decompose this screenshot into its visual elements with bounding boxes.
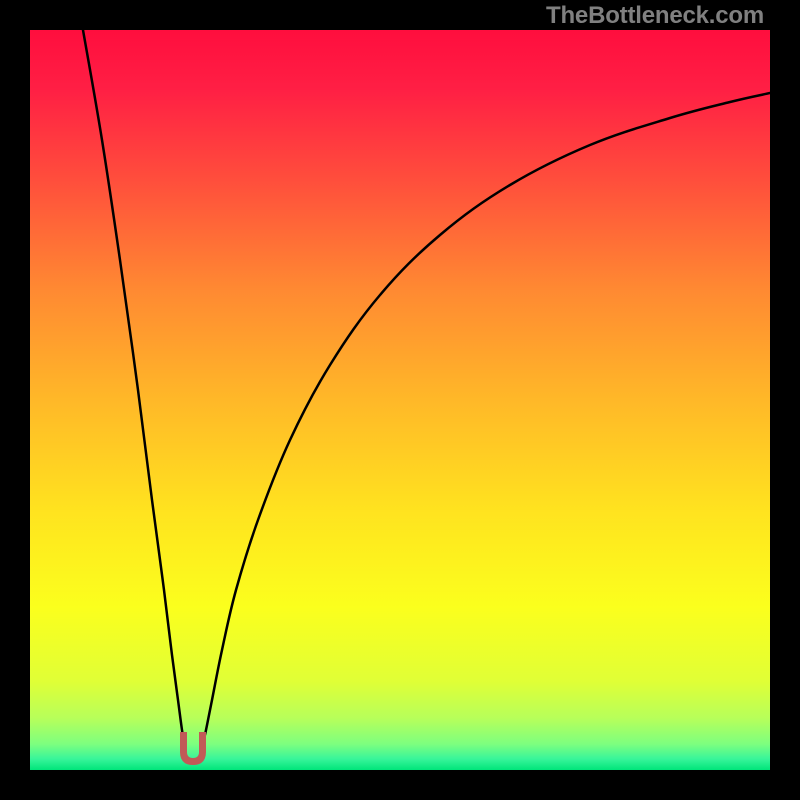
watermark-text: TheBottleneck.com <box>546 2 764 30</box>
outer-frame <box>0 0 800 800</box>
figure-canvas: TheBottleneck.com <box>0 0 800 800</box>
